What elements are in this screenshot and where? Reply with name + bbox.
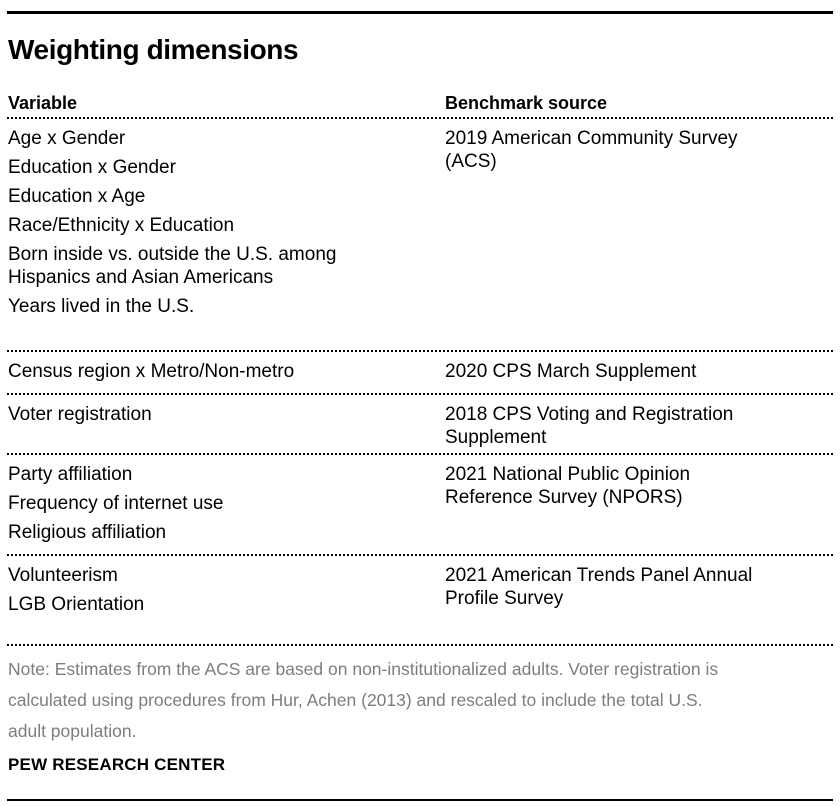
bottom-rule [7,799,833,801]
benchmark-source: 2018 CPS Voting and Registration Supplem… [445,404,734,448]
pew-table-figure: Weighting dimensions Variable Benchmark … [7,11,833,801]
benchmark-source: 2019 American Community Survey (ACS) [445,128,738,172]
variable-item: Voter registration [8,404,152,425]
page-title: Weighting dimensions [8,34,299,65]
variable-cell: Party affiliation Frequency of internet … [8,463,445,544]
note-text: Note: Estimates from the ACS are based o… [8,654,833,747]
column-header-variable: Variable [8,93,78,113]
note-line: Note: Estimates from the ACS are based o… [8,659,719,679]
benchmark-cell: 2021 American Trends Panel Annual Profil… [445,564,833,616]
note-line: calculated using procedures from Hur, Ac… [8,690,703,710]
variable-item: Religious affiliation [8,522,167,543]
benchmark-cell: 2018 CPS Voting and Registration Supplem… [445,403,833,449]
variable-item: Years lived in the U.S. [8,296,195,317]
variable-item: Census region x Metro/Non-metro [8,361,295,382]
variable-item: Born inside vs. outside the U.S. among H… [8,244,337,288]
variable-cell: Census region x Metro/Non-metro [8,360,445,383]
table-header-row: Variable Benchmark source [7,93,833,119]
variable-item: Education x Gender [8,157,176,178]
benchmark-source: 2021 American Trends Panel Annual Profil… [445,565,753,609]
variable-cell: Age x Gender Education x Gender Educatio… [8,127,445,318]
benchmark-cell: 2020 CPS March Supplement [445,360,833,383]
variable-item: Education x Age [8,186,146,207]
variable-item: Volunteerism [8,565,118,586]
table-row: Age x Gender Education x Gender Educatio… [7,119,833,352]
table-row: Census region x Metro/Non-metro 2020 CPS… [7,352,833,395]
pew-research-center-label: PEW RESEARCH CENTER [8,755,226,774]
variable-item: Age x Gender [8,128,126,149]
variable-cell: Volunteerism LGB Orientation [8,564,445,616]
note-line: adult population. [8,721,137,741]
variable-item: LGB Orientation [8,594,145,615]
table-row: Party affiliation Frequency of internet … [7,455,833,556]
benchmark-cell: 2021 National Public Opinion Reference S… [445,463,833,544]
variable-item: Party affiliation [8,464,133,485]
variable-cell: Voter registration [8,403,445,449]
variable-item: Frequency of internet use [8,493,224,514]
table-row: Voter registration 2018 CPS Voting and R… [7,395,833,455]
table-row: Volunteerism LGB Orientation 2021 Americ… [7,556,833,646]
benchmark-cell: 2019 American Community Survey (ACS) [445,127,833,318]
benchmark-source: 2021 National Public Opinion Reference S… [445,464,691,508]
top-rule [7,11,833,14]
benchmark-source: 2020 CPS March Supplement [445,361,697,382]
variable-item: Race/Ethnicity x Education [8,215,235,236]
column-header-source: Benchmark source [445,93,608,113]
